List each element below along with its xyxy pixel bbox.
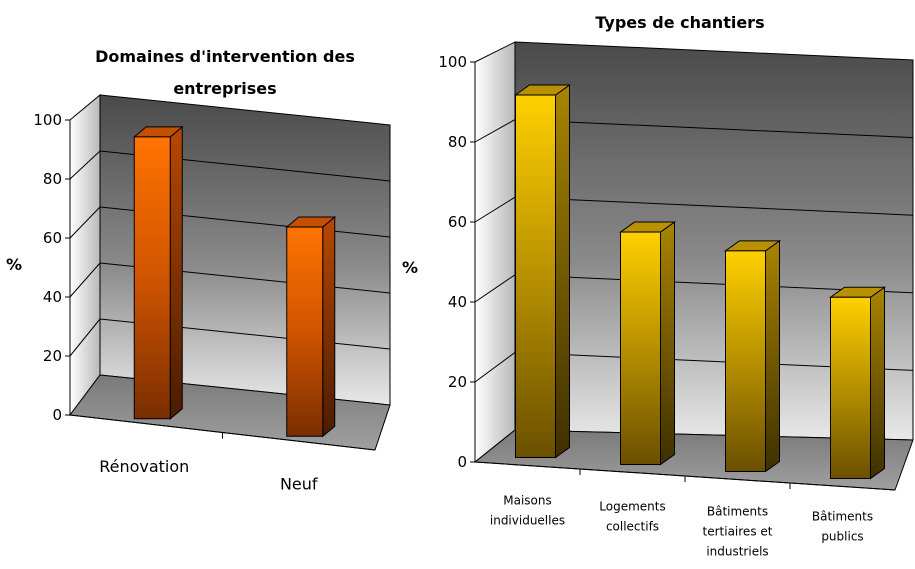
category-label-line: Logements — [599, 500, 665, 514]
gridline-side — [474, 274, 516, 303]
bar — [828, 286, 887, 480]
bar-side — [555, 84, 570, 459]
y-tick-label: 0 — [457, 453, 467, 471]
y-tick-label: 60 — [43, 229, 62, 247]
bar-side — [870, 286, 885, 480]
category-label-line: Neuf — [280, 474, 318, 493]
y-tick-label: 60 — [448, 213, 467, 231]
category-label-line: Bâtiments — [812, 510, 873, 524]
bar — [132, 125, 184, 420]
y-tick-label: 100 — [33, 111, 62, 129]
category-label-line: Maisons — [503, 494, 552, 508]
category-label-line: Bâtiments — [707, 505, 768, 519]
chart-right-side-wall — [474, 41, 516, 464]
category-label-line: individuelles — [490, 514, 565, 528]
gridline-side — [474, 196, 516, 223]
bar-side — [169, 125, 183, 420]
chart-left-title-line1: Domaines d'intervention des — [95, 47, 355, 66]
chart-left-title-line2: entreprises — [173, 79, 276, 98]
bar-front — [620, 231, 661, 465]
gridline-back — [514, 119, 914, 139]
bar — [618, 221, 677, 466]
bar-side — [322, 215, 336, 438]
gridline-side — [69, 206, 101, 239]
category-label-line: tertiaires et — [703, 525, 773, 539]
category-label: Bâtiments publics — [812, 510, 873, 544]
chart-right-x-ticks — [579, 469, 791, 489]
bar-front — [725, 250, 766, 472]
bar-side — [765, 239, 780, 473]
chart-left-bars — [132, 125, 337, 438]
category-label: Logements collectifs — [599, 500, 665, 534]
bar-side — [660, 221, 675, 466]
category-label-line: industriels — [706, 545, 768, 559]
gridline-side — [474, 351, 516, 383]
chart-left-category-labels: Rénovation Neuf — [99, 457, 318, 494]
bar — [513, 84, 572, 459]
category-label: Neuf — [280, 474, 318, 493]
gridline-side — [69, 150, 101, 180]
category-label-line: Rénovation — [99, 457, 189, 476]
category-label: Bâtiments tertiaires et industriels — [703, 505, 773, 559]
y-tick-label: 20 — [448, 373, 467, 391]
gridline-side — [69, 262, 101, 298]
gridline-side — [474, 119, 516, 143]
y-tick-label: 100 — [438, 53, 467, 71]
chart-right-category-labels: Maisons individuelles Logements collectifs B… — [490, 494, 873, 559]
gridline-back — [514, 196, 914, 216]
gridline-side — [69, 318, 101, 357]
category-label-line: collectifs — [606, 520, 659, 534]
chart-left: 0 20 40 60 80 100 Rénovation Neuf Domaines d'i… — [6, 47, 391, 494]
category-label-line: publics — [821, 530, 863, 544]
chart-right: 0 20 40 60 80 100 Maisons individuelles Logemen… — [402, 13, 914, 559]
chart-left-y-label: % — [6, 255, 22, 274]
bar-front — [286, 226, 324, 437]
y-tick-label: 0 — [52, 406, 62, 424]
bar — [285, 215, 337, 438]
chart-right-title: Types de chantiers — [595, 13, 764, 32]
chart-left-side-wall — [69, 93, 101, 417]
bar — [723, 239, 782, 473]
category-label: Maisons individuelles — [490, 494, 565, 528]
chart-right-y-label: % — [402, 258, 418, 277]
y-tick-label: 20 — [43, 347, 62, 365]
y-tick-label: 40 — [43, 288, 62, 306]
y-tick-label: 80 — [43, 170, 62, 188]
chart-right-y-ticks: 0 20 40 60 80 100 — [438, 53, 475, 471]
y-tick-label: 40 — [448, 293, 467, 311]
bar-front — [133, 136, 171, 420]
chart-right-bars — [513, 84, 887, 480]
category-label: Rénovation — [99, 457, 189, 476]
bar-front — [830, 296, 871, 480]
bar-front — [515, 94, 556, 459]
chart-left-y-ticks: 0 20 40 60 80 100 — [33, 111, 70, 424]
y-tick-label: 80 — [448, 133, 467, 151]
